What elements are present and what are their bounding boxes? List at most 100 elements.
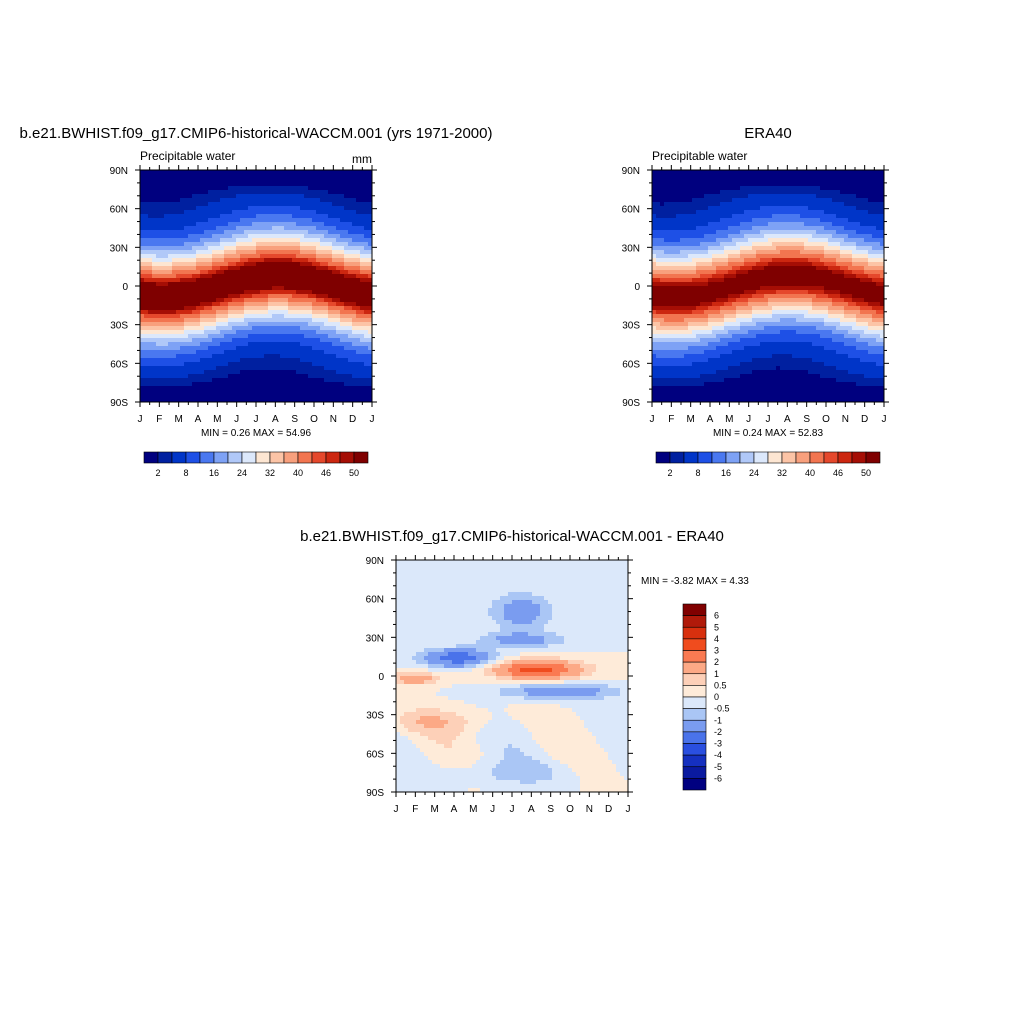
contour-cell: [236, 266, 241, 271]
contour-cell: [276, 338, 281, 343]
contour-cell: [224, 194, 229, 199]
contour-cell: [200, 194, 205, 199]
contour-cell: [752, 218, 757, 223]
contour-cell: [680, 258, 685, 263]
contour-cell: [684, 258, 689, 263]
contour-cell: [368, 306, 372, 311]
contour-cell: [156, 274, 161, 279]
contour-cell: [316, 394, 321, 399]
contour-cell: [212, 370, 217, 375]
contour-cell: [688, 234, 693, 239]
contour-cell: [672, 370, 677, 375]
contour-cell: [668, 346, 673, 351]
contour-cell: [704, 386, 709, 391]
contour-cell: [748, 190, 753, 195]
contour-cell: [260, 306, 265, 311]
contour-cell: [724, 398, 729, 402]
contour-cell: [244, 274, 249, 279]
contour-cell: [248, 238, 253, 243]
contour-cell: [288, 306, 293, 311]
contour-cell: [172, 262, 177, 267]
contour-cell: [364, 294, 369, 299]
contour-cell: [252, 398, 257, 402]
contour-cell: [140, 278, 145, 283]
contour-cell: [180, 358, 185, 363]
contour-cell: [680, 382, 685, 387]
contour-cell: [208, 174, 213, 179]
contour-cell: [716, 294, 721, 299]
contour-cell: [276, 238, 281, 243]
contour-cell: [724, 250, 729, 255]
contour-cell: [308, 338, 313, 343]
contour-cell: [228, 246, 233, 251]
contour-cell: [300, 202, 305, 207]
contour-cell: [712, 246, 717, 251]
contour-cell: [732, 238, 737, 243]
contour-cell: [144, 346, 149, 351]
contour-cell: [340, 186, 345, 191]
contour-cell: [264, 198, 269, 203]
contour-cell: [320, 226, 325, 231]
contour-cell: [208, 310, 213, 315]
contour-cell: [232, 290, 237, 295]
contour-cell: [192, 318, 197, 323]
contour-cell: [368, 186, 372, 191]
contour-cell: [748, 358, 753, 363]
contour-cell: [712, 354, 717, 359]
contour-cell: [664, 242, 669, 247]
contour-cell: [332, 206, 337, 211]
contour-cell: [360, 354, 365, 359]
contour-cell: [692, 274, 697, 279]
contour-cell: [680, 386, 685, 391]
contour-cell: [688, 174, 693, 179]
contour-cell: [176, 310, 181, 315]
contour-cell: [220, 342, 225, 347]
contour-cell: [672, 218, 677, 223]
contour-cell: [708, 306, 713, 311]
contour-cell: [240, 182, 245, 187]
contour-cell: [324, 218, 329, 223]
contour-cell: [748, 234, 753, 239]
colorbar-swatch: [255, 451, 271, 464]
contour-cell: [704, 278, 709, 283]
contour-cell: [748, 298, 753, 303]
contour-cell: [180, 214, 185, 219]
contour-cell: [356, 230, 361, 235]
contour-cell: [360, 278, 365, 283]
contour-cell: [228, 270, 233, 275]
contour-cell: [692, 302, 697, 307]
contour-cell: [244, 294, 249, 299]
contour-cell: [284, 246, 289, 251]
contour-cell: [672, 354, 677, 359]
contour-cell: [308, 210, 313, 215]
contour-cell: [240, 298, 245, 303]
contour-cell: [676, 358, 681, 363]
contour-cell: [296, 246, 301, 251]
contour-cell: [700, 238, 705, 243]
contour-cell: [188, 286, 193, 291]
contour-cell: [160, 210, 165, 215]
contour-cell: [752, 290, 757, 295]
contour-cell: [244, 262, 249, 267]
contour-cell: [728, 374, 733, 379]
contour-cell: [712, 346, 717, 351]
contour-cell: [368, 390, 372, 395]
contour-cell: [704, 230, 709, 235]
contour-cell: [660, 386, 665, 391]
contour-cell: [656, 234, 661, 239]
contour-cell: [720, 218, 725, 223]
contour-cell: [324, 354, 329, 359]
contour-cell: [192, 210, 197, 215]
contour-cell: [688, 310, 693, 315]
contour-cell: [700, 194, 705, 199]
contour-cell: [188, 322, 193, 327]
contour-cell: [144, 326, 149, 331]
contour-cell: [336, 362, 341, 367]
contour-cell: [748, 254, 753, 259]
contour-cell: [712, 370, 717, 375]
contour-cell: [204, 194, 209, 199]
contour-cell: [720, 378, 725, 383]
contour-cell: [232, 182, 237, 187]
contour-cell: [248, 358, 253, 363]
contour-cell: [156, 390, 161, 395]
